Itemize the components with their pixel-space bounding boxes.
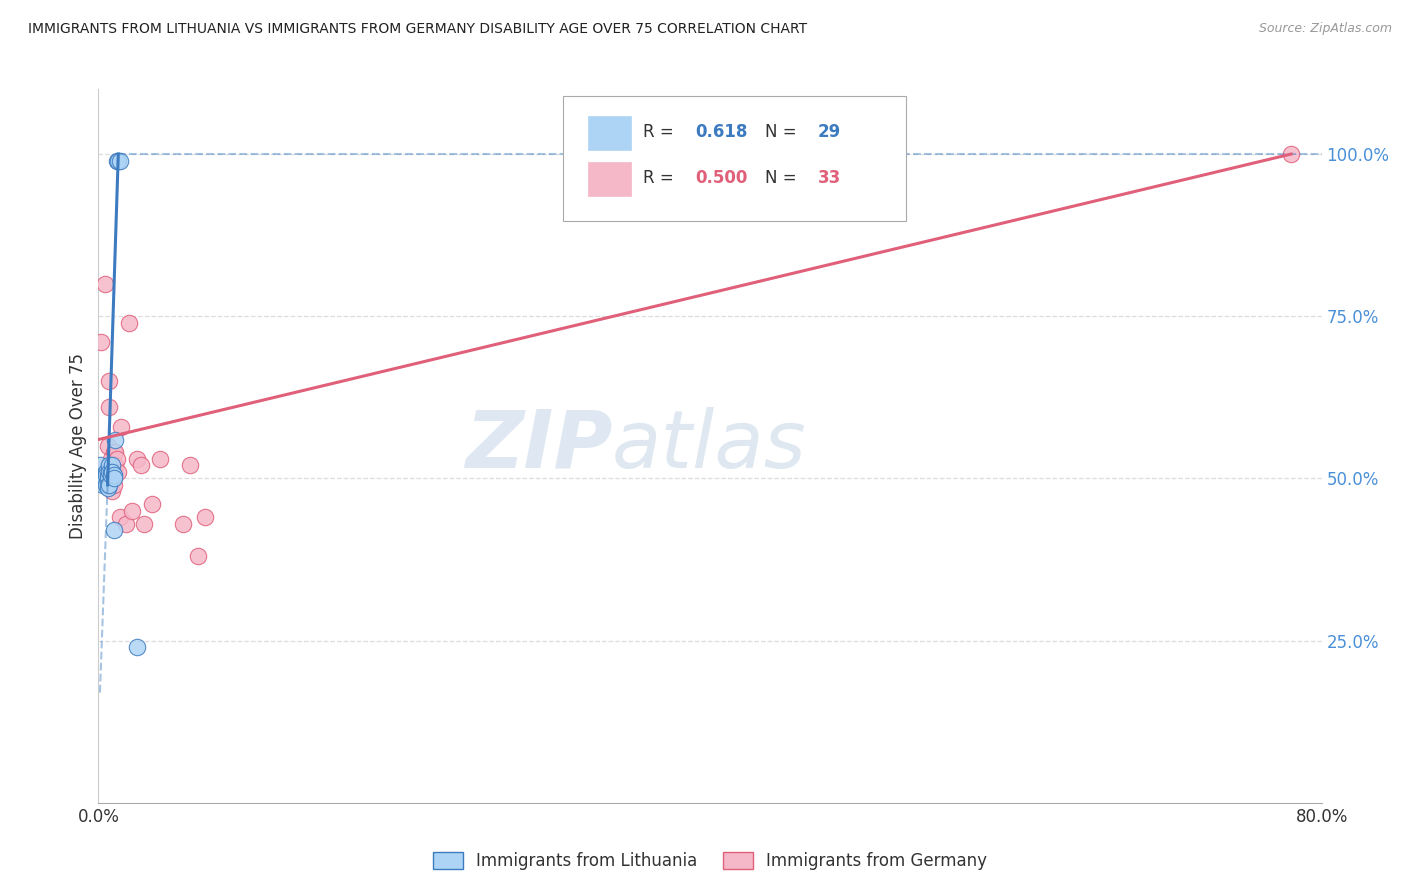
Point	[98, 478, 121, 492]
Point	[103, 478, 125, 492]
Point	[179, 458, 201, 473]
Point	[104, 433, 127, 447]
Point	[103, 524, 125, 538]
Legend: Immigrants from Lithuania, Immigrants from Germany: Immigrants from Lithuania, Immigrants fr…	[426, 845, 994, 877]
Point	[101, 465, 124, 479]
Text: 29: 29	[818, 123, 841, 141]
Point	[98, 374, 121, 388]
FancyBboxPatch shape	[564, 96, 905, 221]
Point	[93, 468, 115, 483]
Point	[125, 640, 148, 654]
Point	[89, 458, 111, 473]
Point	[100, 468, 122, 483]
Bar	[588, 116, 630, 150]
Point	[105, 452, 128, 467]
Point	[103, 465, 125, 479]
Point	[103, 468, 125, 483]
Text: N =: N =	[765, 169, 801, 187]
Point	[115, 516, 138, 531]
Point	[129, 458, 152, 473]
Point	[187, 549, 209, 564]
Point	[90, 335, 112, 350]
Point	[100, 465, 122, 479]
Point	[97, 478, 120, 492]
Text: R =: R =	[643, 169, 679, 187]
Text: ZIP: ZIP	[465, 407, 612, 485]
Point	[194, 510, 217, 524]
Point	[91, 468, 114, 483]
Point	[94, 465, 117, 479]
Point	[98, 400, 121, 414]
Point	[93, 277, 115, 291]
Point	[110, 419, 132, 434]
Text: N =: N =	[765, 123, 801, 141]
Text: 0.500: 0.500	[696, 169, 748, 187]
Point	[94, 468, 117, 483]
Text: 33: 33	[818, 169, 841, 187]
Point	[100, 452, 122, 467]
Point	[1279, 147, 1302, 161]
Text: 0.618: 0.618	[696, 123, 748, 141]
Point	[104, 445, 127, 459]
Point	[101, 484, 124, 499]
Point	[90, 471, 112, 485]
Point	[94, 465, 117, 479]
Y-axis label: Disability Age Over 75: Disability Age Over 75	[69, 353, 87, 539]
Bar	[588, 162, 630, 196]
Point	[107, 153, 129, 168]
Point	[100, 465, 122, 479]
Point	[125, 452, 148, 467]
Point	[108, 510, 131, 524]
Point	[91, 471, 114, 485]
Point	[97, 471, 120, 485]
Point	[103, 471, 125, 485]
Text: IMMIGRANTS FROM LITHUANIA VS IMMIGRANTS FROM GERMANY DISABILITY AGE OVER 75 CORR: IMMIGRANTS FROM LITHUANIA VS IMMIGRANTS …	[28, 22, 807, 37]
Point	[104, 458, 127, 473]
Point	[172, 516, 194, 531]
Point	[91, 478, 114, 492]
Point	[852, 147, 875, 161]
Point	[98, 458, 121, 473]
Text: Source: ZipAtlas.com: Source: ZipAtlas.com	[1258, 22, 1392, 36]
Point	[121, 504, 143, 518]
Point	[93, 471, 115, 485]
Text: R =: R =	[643, 123, 679, 141]
Point	[107, 465, 129, 479]
Point	[103, 445, 125, 459]
Point	[149, 452, 172, 467]
Point	[118, 316, 141, 330]
Text: atlas: atlas	[612, 407, 807, 485]
Point	[97, 481, 120, 495]
Point	[105, 153, 128, 168]
Point	[97, 468, 120, 483]
Point	[94, 478, 117, 492]
Point	[101, 458, 124, 473]
Point	[141, 497, 163, 511]
Point	[108, 153, 131, 168]
Point	[98, 465, 121, 479]
Point	[97, 458, 120, 473]
Point	[97, 439, 120, 453]
Point	[134, 516, 156, 531]
